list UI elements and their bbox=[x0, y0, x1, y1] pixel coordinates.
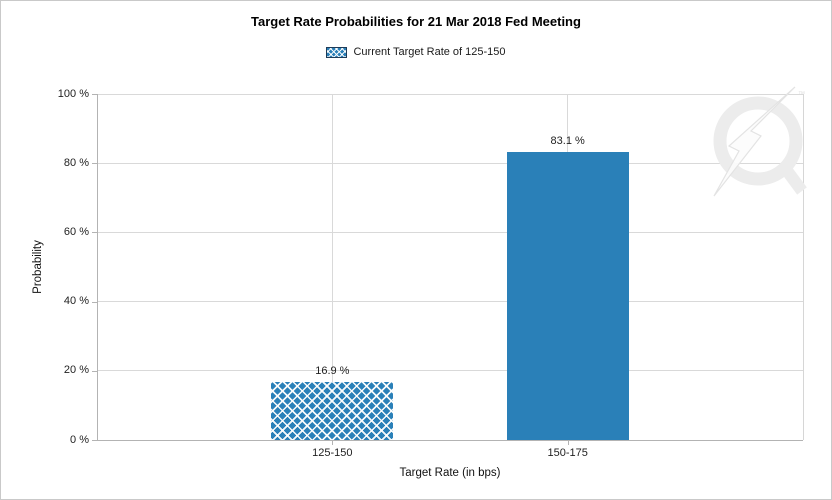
legend-swatch-crosshatch bbox=[326, 46, 348, 58]
watermark-tm-mark: ™ bbox=[798, 91, 805, 98]
gridline-y-60 bbox=[97, 231, 803, 233]
y-tick-label-60: 60 % bbox=[63, 225, 89, 238]
y-tick-60 bbox=[92, 232, 97, 234]
y-tick-label-0: 0 % bbox=[70, 433, 89, 446]
y-axis-title: Probability bbox=[32, 240, 44, 294]
gridline-y-80 bbox=[97, 162, 803, 164]
y-tick-20 bbox=[92, 370, 97, 372]
chart-title: Target Rate Probabilities for 21 Mar 201… bbox=[251, 14, 581, 29]
legend: Current Target Rate of 125-150 bbox=[1, 45, 831, 59]
x-tick-label-150-175: 150-175 bbox=[547, 447, 588, 459]
y-tick-0 bbox=[92, 440, 97, 441]
plot-right-border bbox=[803, 94, 804, 440]
y-tick-label-100: 100 % bbox=[57, 87, 89, 100]
bar-125-150 bbox=[271, 381, 394, 440]
x-tick-label-125-150: 125-150 bbox=[312, 447, 353, 459]
y-tick-80 bbox=[92, 163, 97, 165]
legend-label: Current Target Rate of 125-150 bbox=[353, 46, 506, 58]
gridline-y-20 bbox=[97, 370, 803, 372]
gridline-y-100 bbox=[97, 94, 803, 95]
y-tick-label-40: 40 % bbox=[63, 295, 89, 308]
gridline-x-125-150 bbox=[331, 94, 333, 440]
y-tick-label-80: 80 % bbox=[63, 156, 89, 169]
quandl-watermark-logo: ™ bbox=[713, 86, 807, 197]
x-axis-line bbox=[97, 440, 803, 441]
bar-value-label-150-175: 83.1 % bbox=[550, 135, 585, 148]
x-tick-150-175 bbox=[567, 440, 569, 445]
bar-value-label-125-150: 16.9 % bbox=[315, 364, 350, 377]
y-tick-40 bbox=[92, 301, 97, 303]
y-tick-label-20: 20 % bbox=[63, 364, 89, 377]
y-axis-line bbox=[97, 94, 98, 440]
plot-area bbox=[97, 94, 803, 440]
gridline-y-40 bbox=[97, 301, 803, 303]
bar-150-175 bbox=[506, 152, 629, 440]
y-tick-100 bbox=[92, 94, 97, 95]
x-tick-125-150 bbox=[332, 440, 334, 445]
x-axis-title: Target Rate (in bps) bbox=[399, 467, 501, 479]
